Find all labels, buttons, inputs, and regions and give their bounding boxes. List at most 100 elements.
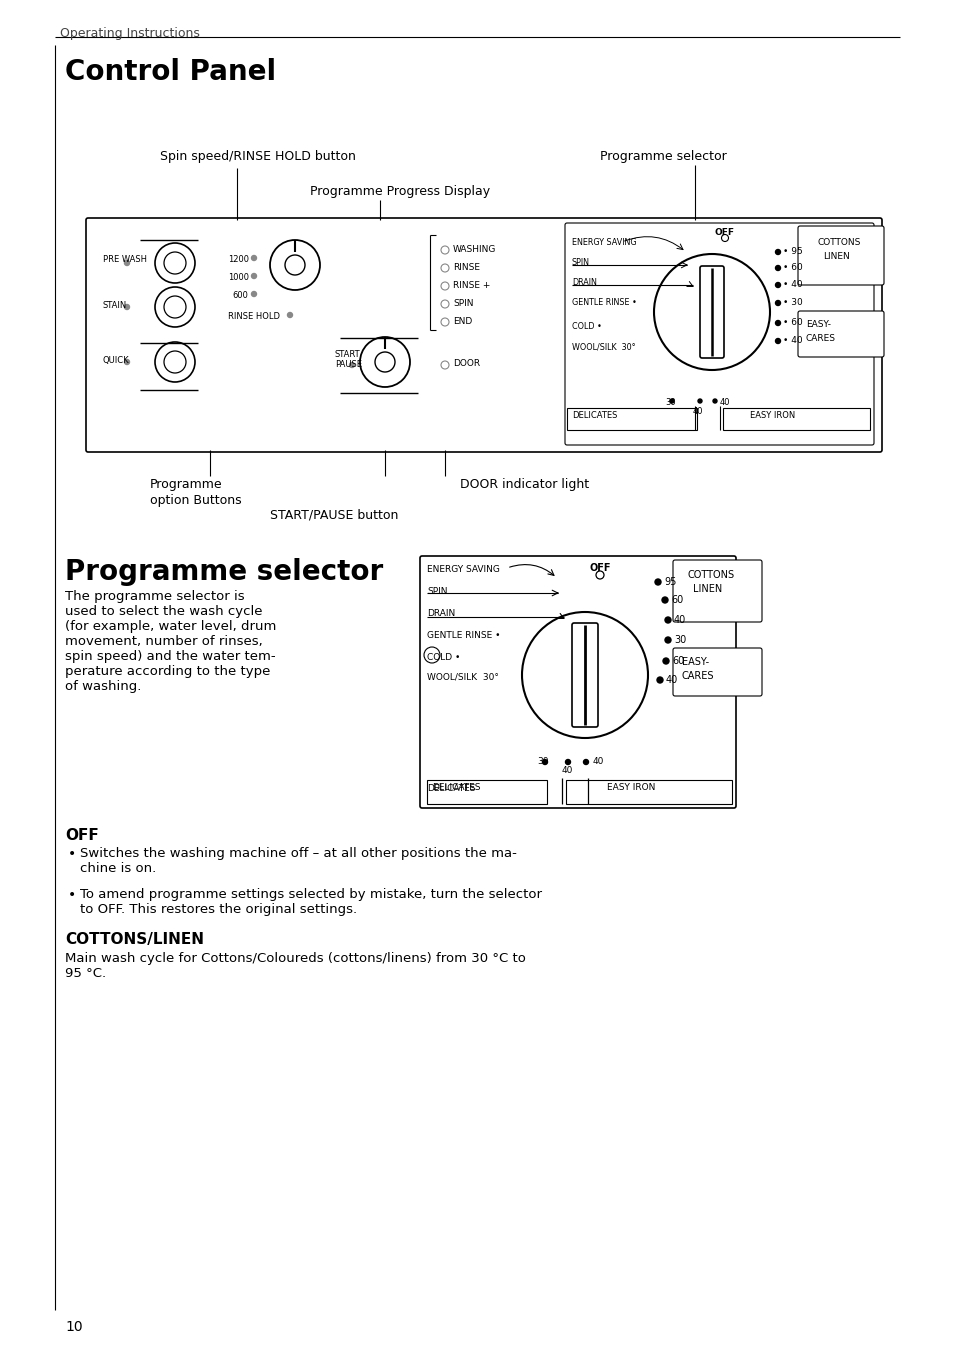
Circle shape — [698, 399, 701, 403]
Text: Programme Progress Display: Programme Progress Display — [310, 185, 490, 197]
FancyBboxPatch shape — [86, 218, 882, 452]
Text: Switches the washing machine off – at all other positions the ma-
chine is on.: Switches the washing machine off – at al… — [80, 846, 517, 875]
Circle shape — [662, 658, 668, 664]
Text: COLD •: COLD • — [427, 653, 460, 662]
Circle shape — [349, 362, 355, 368]
Text: START: START — [335, 350, 360, 360]
Text: SPIN: SPIN — [572, 258, 589, 266]
FancyBboxPatch shape — [419, 556, 735, 808]
Circle shape — [775, 320, 780, 326]
Text: 60: 60 — [670, 595, 682, 604]
Text: DOOR indicator light: DOOR indicator light — [459, 479, 589, 491]
Circle shape — [661, 598, 667, 603]
Text: 40: 40 — [665, 675, 678, 685]
Text: • 40: • 40 — [782, 280, 801, 289]
Text: WOOL/SILK  30°: WOOL/SILK 30° — [572, 342, 635, 352]
FancyBboxPatch shape — [572, 623, 598, 727]
Text: 40: 40 — [593, 757, 604, 767]
Text: EASY-: EASY- — [805, 320, 830, 329]
Text: COLD •: COLD • — [572, 322, 601, 331]
Text: 40: 40 — [561, 767, 573, 775]
Text: DELICATES: DELICATES — [432, 783, 480, 792]
FancyBboxPatch shape — [564, 223, 873, 445]
Text: option Buttons: option Buttons — [150, 493, 241, 507]
FancyBboxPatch shape — [797, 311, 883, 357]
Text: QUICK: QUICK — [103, 356, 130, 365]
Text: RINSE +: RINSE + — [453, 280, 490, 289]
Text: • 30: • 30 — [782, 297, 801, 307]
Text: WOOL/SILK  30°: WOOL/SILK 30° — [427, 673, 498, 681]
Text: COTTONS/LINEN: COTTONS/LINEN — [65, 932, 204, 946]
Text: 1200: 1200 — [228, 256, 249, 264]
Text: Spin speed/RINSE HOLD button: Spin speed/RINSE HOLD button — [160, 150, 355, 164]
Text: DOOR: DOOR — [453, 360, 479, 369]
Text: 40: 40 — [673, 615, 685, 625]
Text: PAUSE: PAUSE — [335, 360, 361, 369]
Circle shape — [287, 312, 293, 318]
FancyBboxPatch shape — [797, 226, 883, 285]
FancyBboxPatch shape — [672, 648, 761, 696]
Text: Programme: Programme — [150, 479, 222, 491]
Text: EASY-: EASY- — [681, 657, 708, 667]
Text: OFF: OFF — [714, 228, 734, 237]
Text: 30: 30 — [673, 635, 685, 645]
Circle shape — [775, 265, 780, 270]
Text: ENERGY SAVING: ENERGY SAVING — [427, 565, 499, 575]
Text: 10: 10 — [65, 1320, 83, 1334]
Bar — [566, 408, 697, 430]
Text: Control Panel: Control Panel — [65, 58, 275, 87]
Text: 600: 600 — [232, 291, 248, 300]
Circle shape — [775, 338, 780, 343]
Circle shape — [664, 617, 670, 623]
Text: WASHING: WASHING — [453, 245, 496, 254]
Text: Programme selector: Programme selector — [599, 150, 726, 164]
Text: •: • — [68, 846, 76, 861]
Circle shape — [252, 256, 256, 261]
Text: • 40: • 40 — [782, 337, 801, 345]
FancyBboxPatch shape — [672, 560, 761, 622]
Circle shape — [657, 677, 662, 683]
Text: •: • — [68, 888, 76, 902]
Text: • 60: • 60 — [782, 318, 801, 327]
Circle shape — [252, 273, 256, 279]
Text: COTTONS: COTTONS — [817, 238, 861, 247]
Text: RINSE HOLD: RINSE HOLD — [228, 312, 280, 320]
Circle shape — [583, 760, 588, 764]
Text: SPIN: SPIN — [427, 587, 447, 596]
Circle shape — [669, 399, 673, 403]
Text: 40: 40 — [692, 407, 702, 416]
Text: DRAIN: DRAIN — [427, 608, 455, 618]
Circle shape — [664, 637, 670, 644]
Circle shape — [542, 760, 547, 764]
Text: RINSE: RINSE — [453, 262, 479, 272]
Text: GENTLE RINSE •: GENTLE RINSE • — [427, 631, 500, 639]
Text: Operating Instructions: Operating Instructions — [60, 27, 200, 41]
Text: The programme selector is
used to select the wash cycle
(for example, water leve: The programme selector is used to select… — [65, 589, 276, 694]
Text: 1000: 1000 — [228, 273, 249, 283]
Text: EASY IRON: EASY IRON — [606, 783, 655, 792]
Text: GENTLE RINSE •: GENTLE RINSE • — [572, 297, 637, 307]
Circle shape — [125, 304, 130, 310]
Circle shape — [125, 261, 130, 265]
Circle shape — [712, 399, 717, 403]
Circle shape — [655, 579, 660, 585]
Text: Programme selector: Programme selector — [65, 558, 383, 585]
Text: SPIN: SPIN — [453, 299, 473, 307]
Text: STAIN: STAIN — [103, 300, 127, 310]
FancyBboxPatch shape — [700, 266, 723, 358]
Text: END: END — [453, 316, 472, 326]
Circle shape — [252, 292, 256, 296]
Text: DRAIN: DRAIN — [572, 279, 597, 287]
Bar — [565, 780, 731, 804]
Text: ENERGY SAVING: ENERGY SAVING — [572, 238, 636, 247]
Text: 95: 95 — [663, 577, 676, 587]
Text: OFF: OFF — [589, 562, 611, 573]
Circle shape — [565, 760, 570, 764]
Text: 60: 60 — [671, 656, 683, 667]
Bar — [722, 408, 869, 430]
Text: COTTONS: COTTONS — [687, 571, 735, 580]
Circle shape — [775, 250, 780, 254]
Circle shape — [125, 360, 130, 365]
Text: PRE WASH: PRE WASH — [103, 256, 147, 265]
Text: CARES: CARES — [805, 334, 835, 343]
